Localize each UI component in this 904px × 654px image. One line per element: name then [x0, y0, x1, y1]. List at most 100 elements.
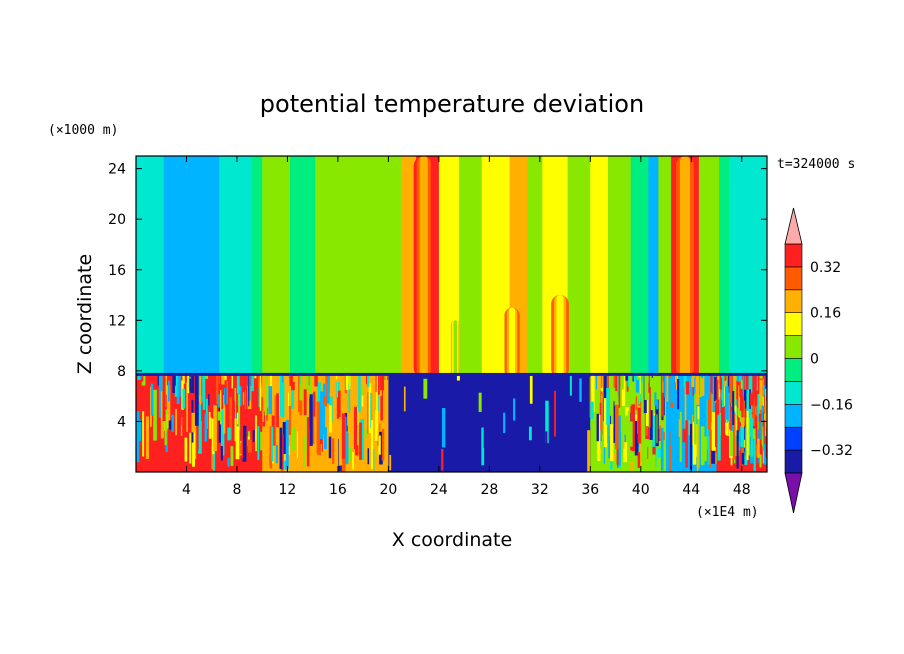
turbulence-streak — [189, 378, 192, 392]
turbulence-streak — [257, 426, 260, 461]
turbulence-streak — [220, 376, 222, 425]
turbulence-streak — [199, 395, 202, 404]
x-tick-label: 8 — [232, 482, 241, 498]
turbulence-streak — [175, 408, 177, 436]
x-tick-label: 32 — [531, 482, 549, 498]
turbulence-streak — [216, 375, 219, 405]
upper-band — [567, 156, 591, 376]
turbulence-streak — [309, 394, 313, 446]
turbulence-streak — [545, 431, 548, 462]
turbulence-streak — [476, 431, 478, 449]
turbulence-streak — [323, 396, 327, 405]
turbulence-streak — [198, 403, 202, 428]
turbulence-streak — [631, 404, 635, 452]
turbulence-streak — [624, 434, 626, 446]
turbulence-streak — [349, 375, 351, 390]
colorbar-band — [784, 335, 803, 359]
turbulence-streak — [616, 435, 620, 465]
turbulence-streak — [341, 413, 346, 459]
turbulence-streak — [370, 392, 373, 429]
turbulence-streak — [656, 414, 658, 443]
turbulence-streak — [639, 375, 643, 383]
turbulence-streak — [709, 392, 712, 423]
turbulence-streak — [314, 375, 318, 387]
turbulence-streak — [724, 375, 727, 381]
plot-area — [136, 156, 767, 472]
turbulence-streak — [752, 397, 755, 426]
turbulence-streak — [347, 375, 349, 426]
turbulence-streak — [235, 412, 237, 421]
turbulence-streak — [625, 375, 628, 381]
turbulence-streak — [625, 407, 629, 416]
upper-band — [219, 156, 253, 376]
turbulence-streak — [696, 425, 699, 472]
turbulence-streak — [167, 422, 170, 460]
turbulence-streak — [218, 407, 222, 443]
turbulence-streak — [164, 409, 167, 446]
turbulence-streak — [754, 375, 757, 407]
turbulence-streak — [759, 380, 763, 410]
colorbar-max-arrow — [784, 207, 803, 245]
turbulence-streak — [242, 392, 245, 405]
turbulence-streak — [189, 432, 192, 464]
chart-title: potential temperature deviation — [260, 90, 644, 118]
turbulence-streak — [179, 396, 182, 427]
turbulence-streak — [376, 376, 378, 416]
turbulence-streak — [765, 375, 767, 401]
turbulence-streak — [612, 375, 617, 389]
turbulence-streak — [199, 375, 202, 405]
turbulence-streak — [600, 395, 603, 446]
turbulence-streak — [348, 447, 352, 462]
turbulence-streak — [227, 457, 230, 467]
turbulence-streak — [262, 410, 264, 422]
turbulence-streak — [359, 422, 362, 460]
turbulence-streak — [639, 421, 643, 468]
turbulence-streak — [360, 418, 365, 461]
turbulence-streak — [756, 375, 758, 397]
turbulence-streak — [662, 411, 664, 439]
turbulence-streak — [740, 426, 744, 447]
turbulence-streak — [345, 375, 349, 391]
turbulence-streak — [652, 446, 656, 455]
turbulence-streak — [380, 387, 383, 421]
turbulence-streak — [217, 394, 220, 408]
turbulence-streak — [634, 428, 639, 456]
turbulence-streak — [652, 375, 656, 389]
turbulence-streak — [232, 435, 235, 451]
turbulence-streak — [365, 428, 368, 438]
turbulence-streak — [167, 380, 170, 402]
turbulence-streak — [263, 375, 266, 412]
turbulence-streak — [635, 379, 640, 393]
turbulence-streak — [718, 383, 721, 397]
colorbar-band — [784, 381, 803, 405]
turbulence-streak — [370, 420, 374, 469]
plume — [419, 156, 428, 378]
turbulence-streak — [191, 412, 196, 433]
turbulence-streak — [373, 449, 375, 471]
turbulence-streak — [198, 420, 202, 454]
upper-band — [363, 156, 402, 376]
turbulence-streak — [336, 378, 339, 398]
turbulence-streak — [695, 375, 700, 405]
x-tick-label: 20 — [379, 482, 397, 498]
turbulence-streak — [678, 419, 681, 437]
turbulence-streak — [676, 375, 678, 390]
turbulence-streak — [266, 375, 268, 384]
turbulence-streak — [320, 391, 324, 440]
boundary-layer-edge — [136, 372, 767, 378]
turbulence-streak — [252, 430, 255, 442]
turbulence-streak — [704, 436, 707, 462]
turbulence-streak — [711, 450, 716, 464]
turbulence-streak — [657, 448, 662, 458]
turbulence-streak — [174, 375, 178, 397]
turbulence-streak — [142, 411, 145, 457]
turbulence-streak — [623, 436, 625, 449]
y-tick-label: 24 — [108, 162, 126, 178]
turbulence-streak — [210, 380, 213, 418]
turbulence-streak — [764, 389, 767, 437]
turbulence-streak — [236, 375, 240, 394]
turbulence-streak — [739, 375, 742, 397]
turbulence-streak — [732, 390, 735, 426]
turbulence-streak — [269, 426, 273, 469]
turbulence-streak — [759, 454, 762, 468]
